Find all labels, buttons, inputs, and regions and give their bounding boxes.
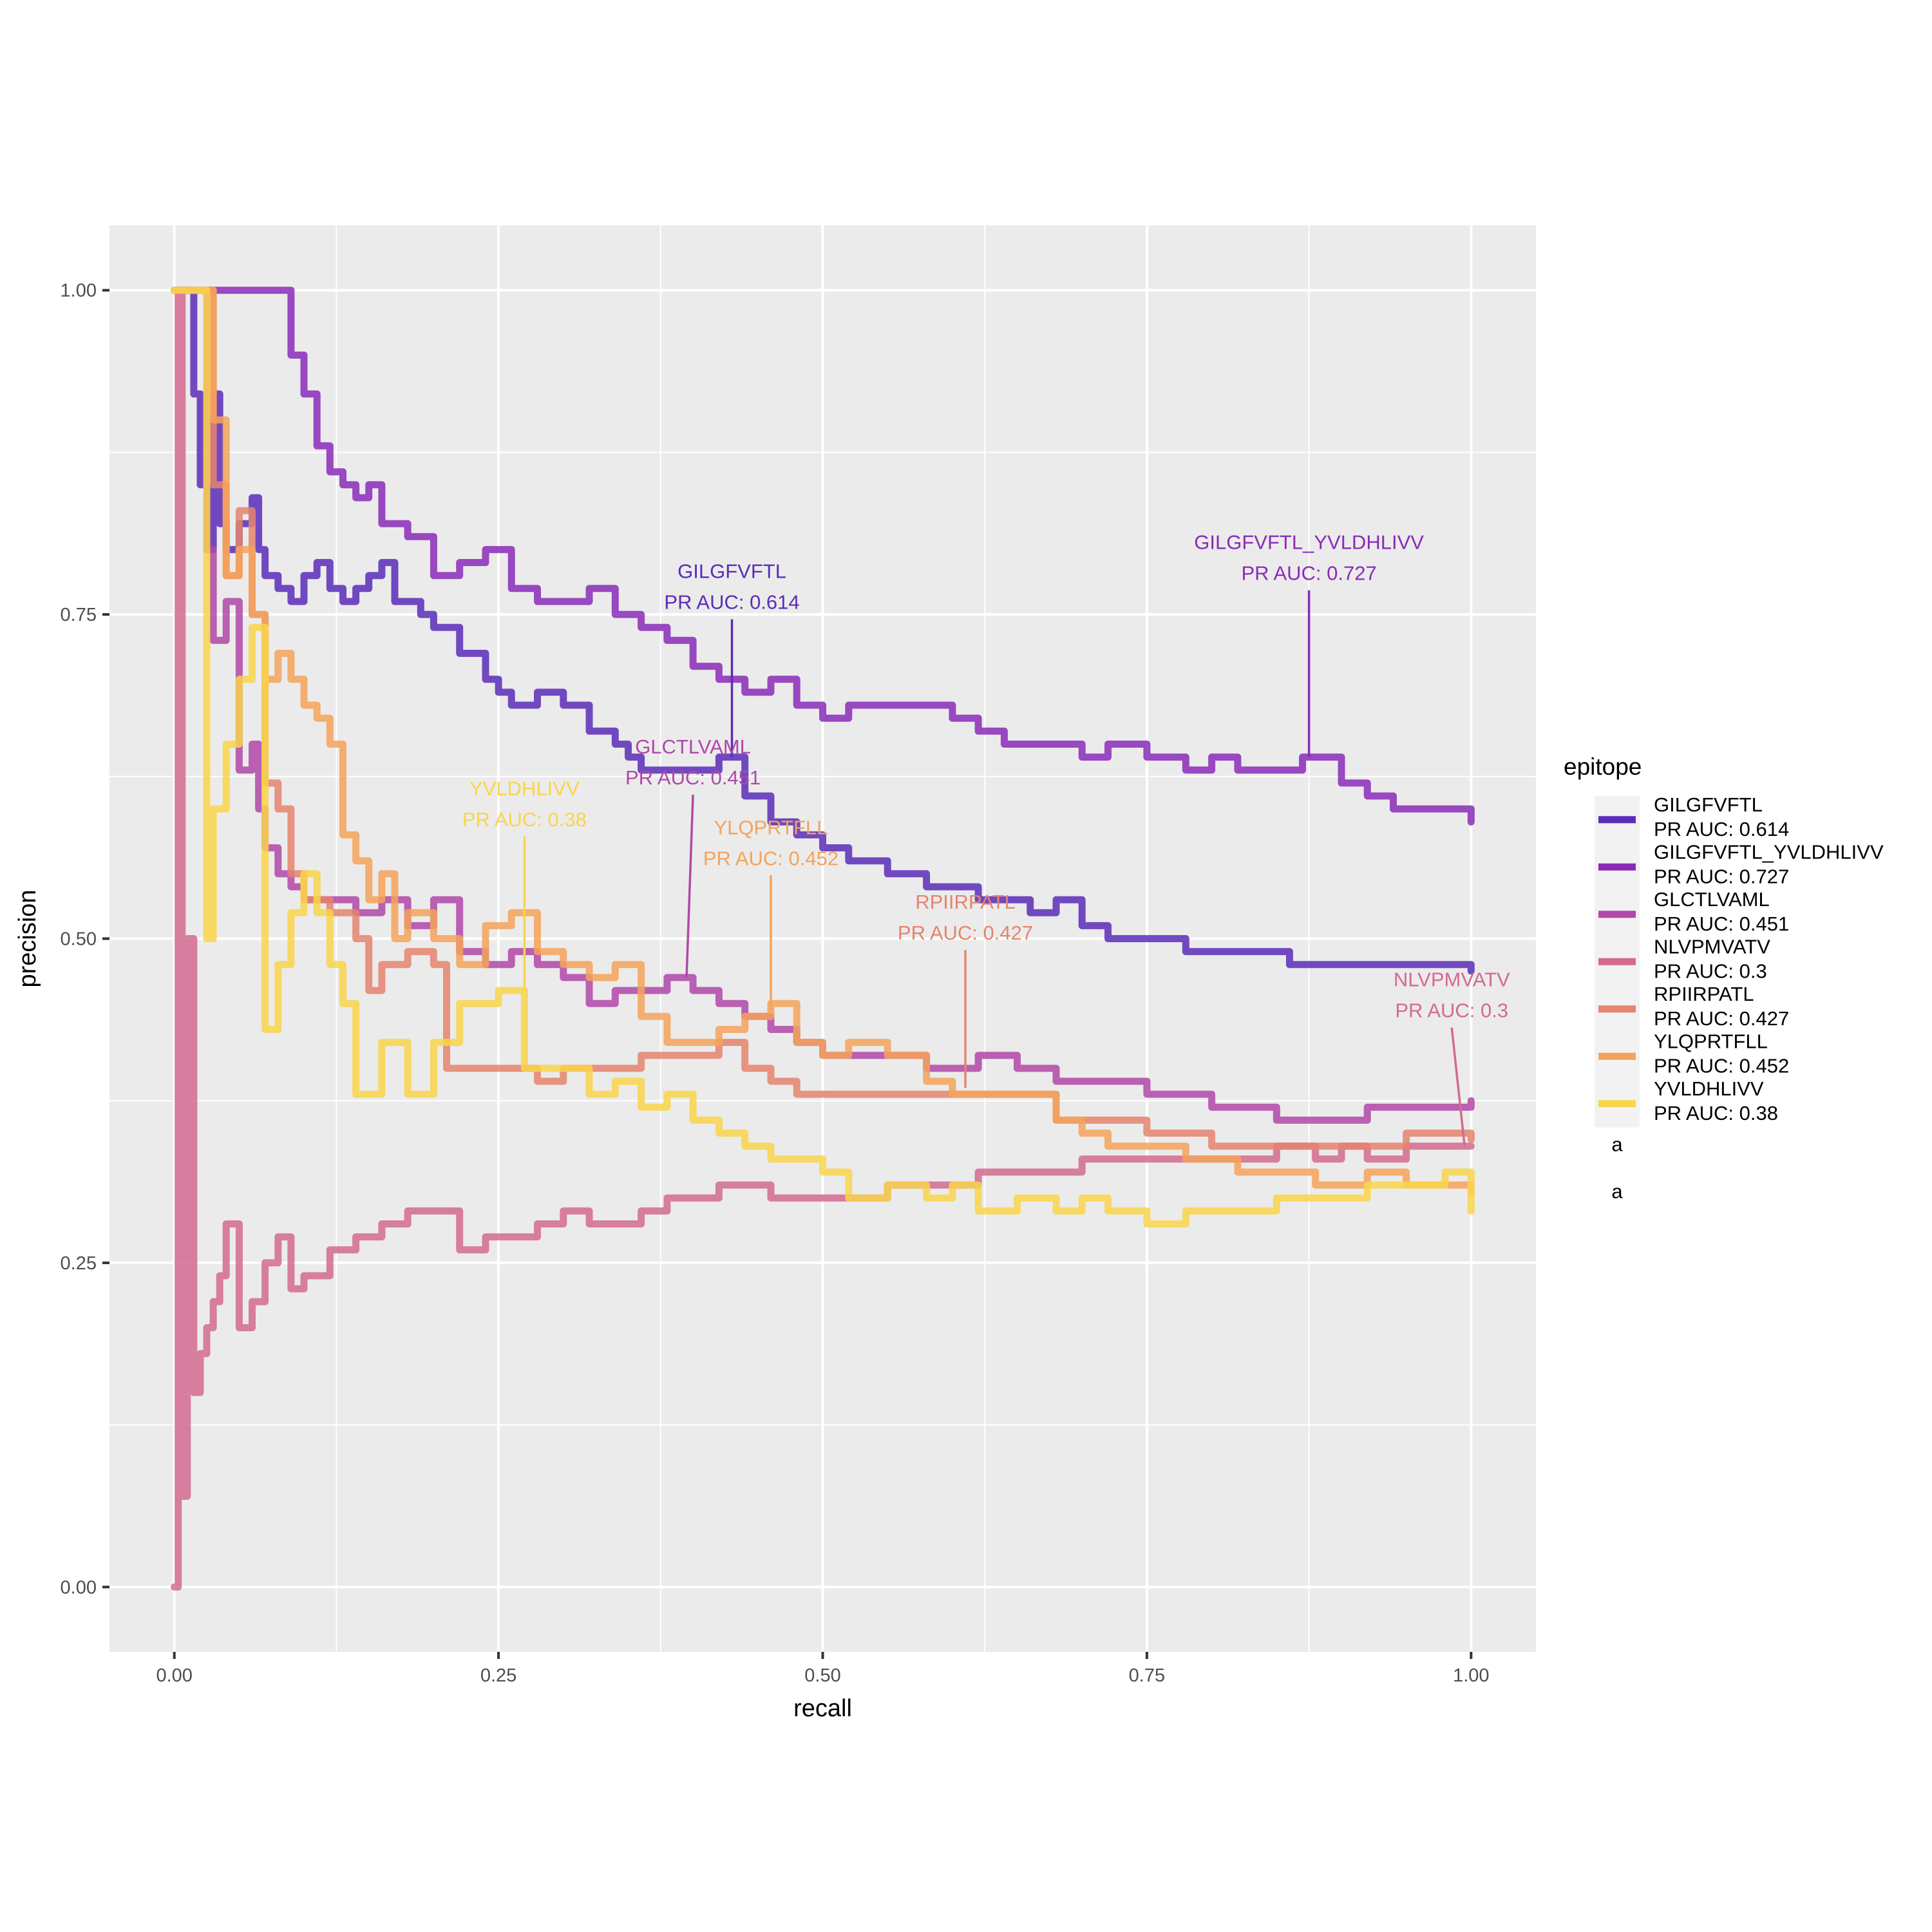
annotation-leader-6 xyxy=(1450,1027,1466,1146)
legend-label-0: GILGFVFTL PR AUC: 0.614 xyxy=(1654,793,1789,840)
x-tick-label-4: 1.00 xyxy=(1453,1665,1489,1686)
legend-label-5: YLQPRTFLL PR AUC: 0.452 xyxy=(1654,1030,1789,1077)
annotation-leader-2 xyxy=(685,794,694,978)
x-tick-label-2: 0.50 xyxy=(804,1665,840,1686)
y-tick-label-2: 0.50 xyxy=(61,929,97,950)
legend-label-line: YLQPRTFLL xyxy=(1654,1030,1768,1053)
annotation-label-3: YVLDHLIVV PR AUC: 0.38 xyxy=(462,777,587,831)
annotation-label-line: NLVPMVATV xyxy=(1394,969,1510,991)
legend-extra-glyph-1: a xyxy=(1611,1180,1623,1203)
series-line-1 xyxy=(171,287,1475,826)
annotation-label-0: GILGFVFTL PR AUC: 0.614 xyxy=(664,560,799,614)
legend-label-1: GILGFVFTL_YVLDHLIVV PR AUC: 0.727 xyxy=(1654,841,1884,888)
legend-label-line: PR AUC: 0.614 xyxy=(1654,818,1789,840)
legend-extra-glyph-0: a xyxy=(1611,1133,1623,1156)
x-axis-title: recall xyxy=(793,1695,852,1722)
y-axis: 0.00 0.25 0.50 0.75 1.00 xyxy=(61,281,109,1598)
series-line-5 xyxy=(171,287,1475,1195)
y-tick-label-1: 0.25 xyxy=(61,1253,97,1274)
annotation-label-line: RPIIRPATL xyxy=(915,891,1016,913)
annotation-label-line: PR AUC: 0.3 xyxy=(1395,999,1508,1022)
legend-label-2: GLCTLVAML PR AUC: 0.451 xyxy=(1654,888,1789,935)
annotation-label-6: NLVPMVATV PR AUC: 0.3 xyxy=(1394,969,1510,1022)
legend-label-line: PR AUC: 0.3 xyxy=(1654,960,1767,983)
legend-label-6: YVLDHLIVV PR AUC: 0.38 xyxy=(1654,1077,1778,1124)
annotation-label-line: PR AUC: 0.614 xyxy=(664,591,799,614)
x-tick-label-1: 0.25 xyxy=(480,1665,516,1686)
annotation-label-line: PR AUC: 0.38 xyxy=(462,808,587,831)
legend-label-line: GILGFVFTL_YVLDHLIVV xyxy=(1654,841,1884,864)
series-line-3 xyxy=(171,287,1475,1591)
annotation-label-1: GILGFVFTL_YVLDHLIVV PR AUC: 0.727 xyxy=(1194,531,1424,585)
annotation-label-4: YLQPRTFLL PR AUC: 0.452 xyxy=(703,816,838,869)
y-tick-label-3: 0.75 xyxy=(61,605,97,625)
series-line-6 xyxy=(171,287,1475,1227)
legend: epitope GILGFVFTL PR AUC: 0.614GILGFVFTL_… xyxy=(1564,753,1884,1203)
annotation-label-line: YVLDHLIVV xyxy=(469,777,580,800)
legend-label-line: GILGFVFTL xyxy=(1654,793,1763,816)
legend-label-line: PR AUC: 0.727 xyxy=(1654,866,1789,888)
annotation-label-line: GILGFVFTL xyxy=(677,560,786,583)
legend-label-line: YVLDHLIVV xyxy=(1654,1077,1764,1100)
legend-items: GILGFVFTL PR AUC: 0.614GILGFVFTL_YVLDHLIV… xyxy=(1595,793,1884,1203)
annotation-label-line: PR AUC: 0.452 xyxy=(703,847,838,869)
y-tick-label-0: 0.00 xyxy=(61,1577,97,1598)
annotation-label-line: GLCTLVAML xyxy=(635,735,751,758)
annotation-label-line: PR AUC: 0.427 xyxy=(898,922,1033,944)
series-line-0 xyxy=(171,287,1475,975)
y-tick-label-4: 1.00 xyxy=(61,281,97,301)
legend-label-line: PR AUC: 0.451 xyxy=(1654,913,1789,935)
x-tick-label-0: 0.00 xyxy=(156,1665,192,1686)
series-lines xyxy=(171,287,1475,1591)
annotation-label-line: PR AUC: 0.451 xyxy=(625,766,761,789)
legend-label-line: PR AUC: 0.452 xyxy=(1654,1055,1789,1077)
legend-label-line: PR AUC: 0.38 xyxy=(1654,1102,1778,1124)
annotation-label-line: YLQPRTFLL xyxy=(714,816,828,838)
legend-title: epitope xyxy=(1564,753,1642,780)
legend-label-line: RPIIRPATL xyxy=(1654,983,1754,1005)
annotation-label-2: GLCTLVAML PR AUC: 0.451 xyxy=(625,735,761,789)
y-axis-title: precision xyxy=(14,889,41,987)
legend-label-3: NLVPMVATV PR AUC: 0.3 xyxy=(1654,936,1770,983)
x-axis: 0.00 0.25 0.50 0.75 1.00 xyxy=(156,1652,1490,1686)
x-tick-label-3: 0.75 xyxy=(1129,1665,1165,1686)
legend-label-line: NLVPMVATV xyxy=(1654,936,1770,958)
annotation-label-line: GILGFVFTL_YVLDHLIVV xyxy=(1194,531,1424,554)
annotation-label-line: PR AUC: 0.727 xyxy=(1242,562,1377,585)
legend-label-line: PR AUC: 0.427 xyxy=(1654,1007,1789,1030)
legend-label-4: RPIIRPATL PR AUC: 0.427 xyxy=(1654,983,1789,1030)
series-annotations: GILGFVFTL PR AUC: 0.614 GILGFVFTL_YVLDHLIV… xyxy=(462,531,1510,1146)
legend-label-line: GLCTLVAML xyxy=(1654,888,1770,911)
annotation-label-5: RPIIRPATL PR AUC: 0.427 xyxy=(898,891,1033,944)
